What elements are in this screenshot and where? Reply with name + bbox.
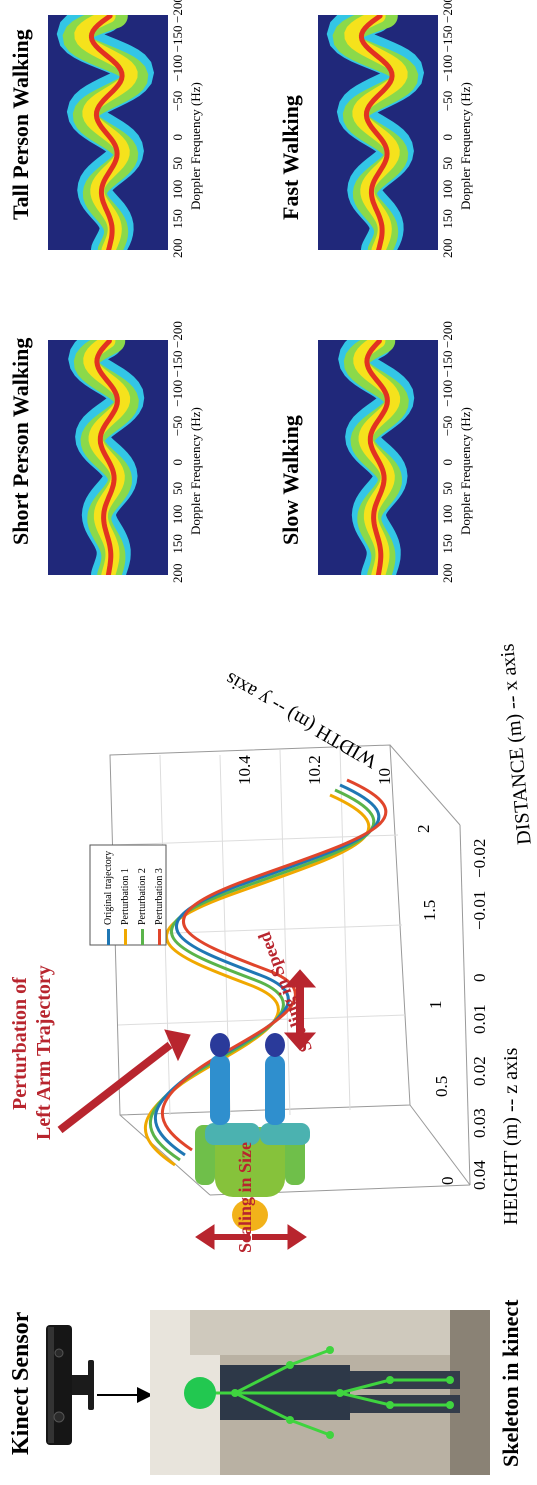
legend-item: Perturbation 3 — [151, 835, 168, 945]
legend-label: Perturbation 2 — [137, 868, 148, 925]
scaling-in-size-label: Scaling in Size — [235, 1141, 255, 1253]
spectrogram-y-tick: 50 — [170, 481, 185, 495]
spectrogram-y-tick: 0 — [170, 134, 185, 141]
z-tick-label: −0.01 — [470, 890, 489, 930]
x-tick-label: 0.5 — [432, 1075, 451, 1097]
down-arrow-icon — [97, 1387, 153, 1403]
perturbation-label-line2: Left Arm Trajectory — [33, 965, 55, 1140]
legend-label: Perturbation 3 — [154, 868, 165, 925]
spectrogram-title: Fast Walking — [278, 95, 303, 220]
spectrogram-title: Slow Walking — [278, 415, 303, 545]
spectrogram-image — [318, 15, 438, 250]
spectrogram-y-tick: 50 — [440, 156, 455, 170]
spectrogram-ylabel: Doppler Frequency (Hz) — [188, 407, 203, 535]
spectrogram-y-tick: −150 — [170, 350, 185, 378]
spectrogram-y-tick: −200 — [440, 0, 455, 23]
spectrogram-y-tick: −100 — [170, 54, 185, 82]
legend-swatch — [158, 929, 161, 945]
legend-label: Perturbation 1 — [120, 868, 131, 925]
spectrogram-y-tick: 100 — [440, 179, 455, 200]
spectrogram-y-tick: 150 — [440, 534, 455, 554]
spectrogram-y-tick: −150 — [440, 350, 455, 378]
spectrogram-image — [318, 340, 438, 575]
legend-entries: Original trajectory Perturbation 1 Perturb… — [100, 835, 168, 945]
spectrogram-y-tick: 200 — [440, 238, 455, 259]
spectrogram-y-tick: 200 — [170, 238, 185, 259]
spectrogram-y-tick: 200 — [170, 563, 185, 584]
spectrogram-title: Tall Person Walking — [8, 29, 33, 220]
human-model — [195, 1033, 310, 1231]
kinect-sensor-image — [46, 1325, 94, 1445]
y-tick-label: 10.4 — [235, 755, 254, 785]
spectrogram-y-tick: −100 — [440, 54, 455, 82]
spectrogram-image — [48, 340, 168, 575]
z-tick-label: 0.04 — [470, 1160, 489, 1190]
spectrogram-y-tick: −200 — [440, 321, 455, 348]
spectrogram-y-tick: −50 — [170, 90, 185, 112]
spectrogram-y-tick: 150 — [170, 534, 185, 554]
spectrogram-ylabel: Doppler Frequency (Hz) — [458, 407, 473, 535]
spectrogram-y-tick: 200 — [440, 563, 455, 584]
spectrogram-title: Short Person Walking — [8, 337, 33, 545]
spectrogram-ylabel: Doppler Frequency (Hz) — [188, 82, 203, 210]
legend — [89, 844, 167, 946]
perturbation-label-line1: Perturbation of — [9, 977, 31, 1110]
spectrogram-image — [48, 15, 168, 250]
z-tick-label: 0.02 — [470, 1056, 489, 1086]
spectrogram-y-tick: 50 — [440, 481, 455, 495]
spectrogram-y-tick: −200 — [170, 321, 185, 348]
z-axis-label: HEIGHT (m) -- z axis — [500, 1047, 522, 1225]
z-tick-label: 0.01 — [470, 1004, 489, 1034]
x-tick-label: 0 — [438, 1176, 457, 1186]
skeleton-caption: Skeleton in kinect — [498, 1299, 523, 1467]
skeleton-photo — [150, 1310, 490, 1475]
spectrogram-y-tick: −150 — [170, 25, 185, 53]
spectrogram-y-tick: 150 — [170, 209, 185, 229]
spectrogram-y-tick: 150 — [440, 209, 455, 229]
legend-item: Original trajectory — [100, 835, 117, 945]
spectrogram-y-tick: 100 — [170, 504, 185, 525]
spectrogram-y-tick: −150 — [440, 25, 455, 53]
legend-swatch — [107, 929, 110, 945]
kinect-sensor-title: Kinect Sensor — [8, 1311, 34, 1455]
spectrogram-y-tick: −50 — [170, 415, 185, 437]
spectrogram-y-tick: 0 — [440, 134, 455, 141]
spectrogram-y-tick: −200 — [170, 0, 185, 23]
x-tick-label: 2 — [414, 824, 433, 834]
legend-swatch — [124, 929, 127, 945]
z-tick-label: 0 — [470, 973, 489, 983]
legend-label: Original trajectory — [103, 850, 114, 925]
spectrogram-y-tick: 0 — [440, 459, 455, 466]
spectrogram-y-tick: 0 — [170, 459, 185, 466]
legend-item: Perturbation 1 — [117, 835, 134, 945]
spectrogram-y-tick: −100 — [440, 379, 455, 407]
y-tick-label: 10 — [375, 768, 394, 785]
spectrogram-y-tick: −50 — [440, 415, 455, 437]
z-tick-label: 0.03 — [470, 1108, 489, 1138]
legend-swatch — [141, 929, 144, 945]
spectrogram-ylabel: Doppler Frequency (Hz) — [458, 82, 473, 210]
spectrogram-y-tick: 100 — [440, 504, 455, 525]
x-tick-label: 1.5 — [420, 899, 439, 921]
spectrogram-grid: Short Person Walking 200 150 100 50 0 −50 −100−… — [0, 0, 537, 625]
spectrogram-y-tick: 50 — [170, 156, 185, 170]
spectrogram-y-tick: 100 — [170, 179, 185, 200]
legend-item: Perturbation 2 — [134, 835, 151, 945]
trajectory-3d-plot — [57, 744, 471, 1250]
x-tick-label: 1 — [426, 1000, 445, 1010]
spectrogram-y-tick: −100 — [170, 379, 185, 407]
trajectory-perturbation-3 — [161, 778, 388, 1152]
z-tick-label: −0.02 — [470, 838, 489, 878]
y-tick-label: 10.2 — [305, 755, 324, 785]
annotation-arrows — [57, 969, 317, 1250]
spectrogram-y-tick: −50 — [440, 90, 455, 112]
